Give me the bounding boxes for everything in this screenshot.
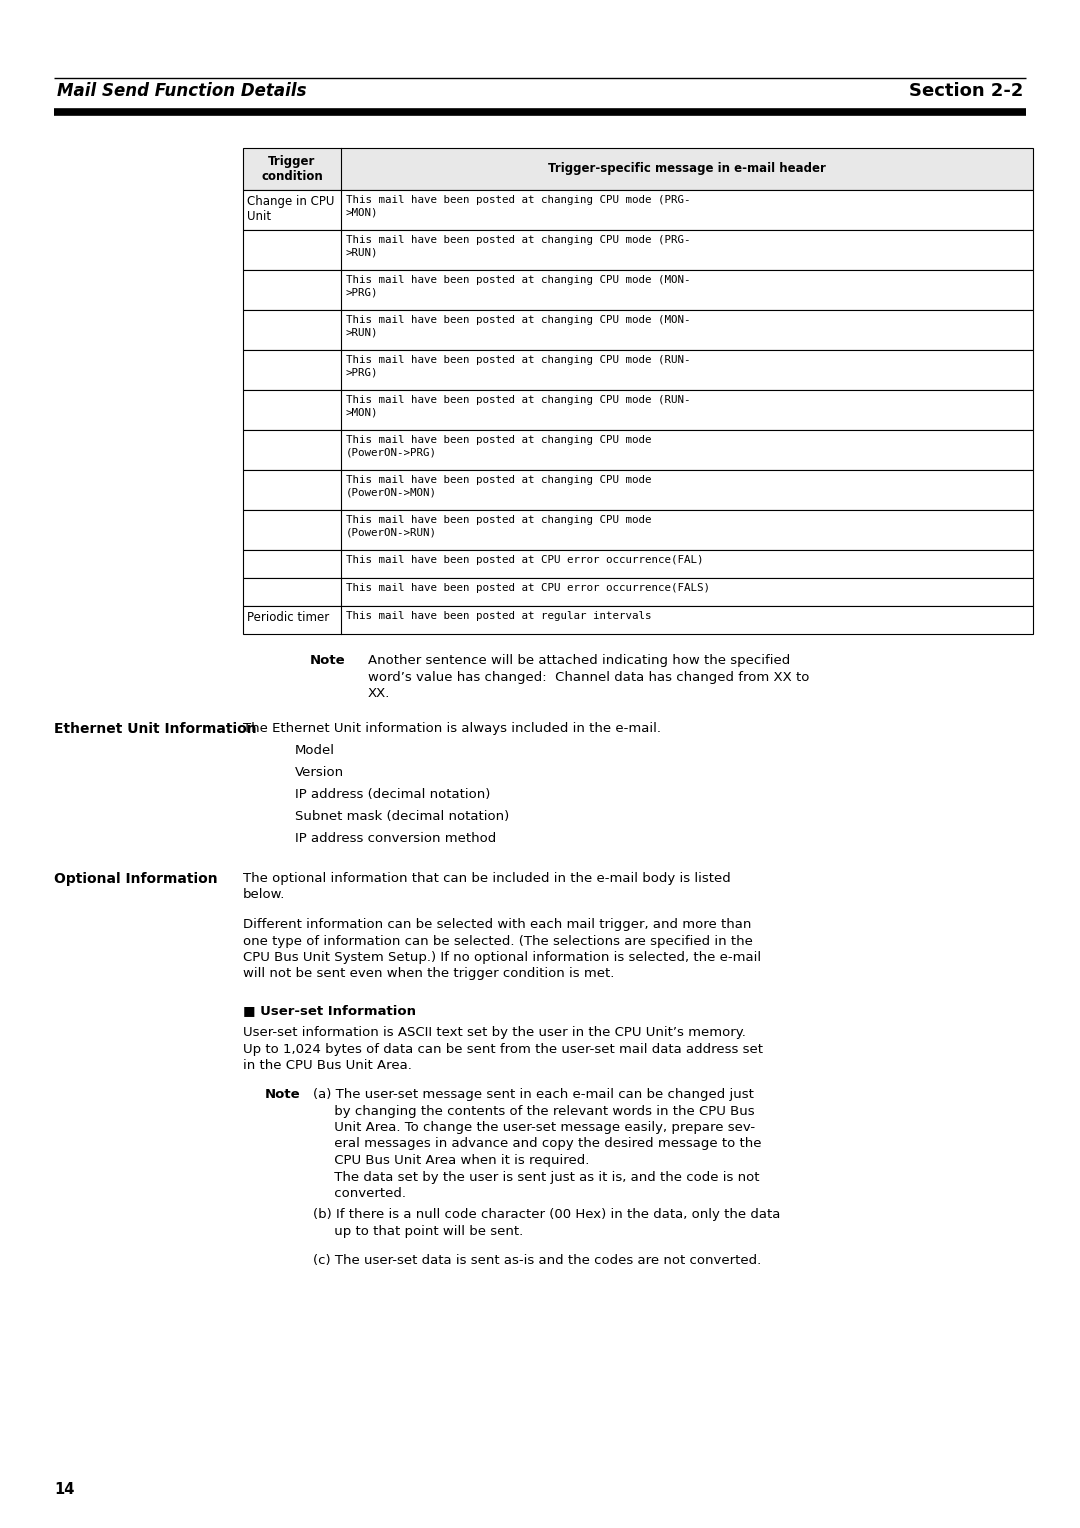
Text: Note: Note (265, 1088, 300, 1102)
Text: Model: Model (295, 744, 335, 756)
Text: Section 2-2: Section 2-2 (908, 83, 1023, 99)
Text: Trigger
condition: Trigger condition (261, 154, 323, 183)
Bar (243, 350, 1032, 390)
Bar (243, 471, 1032, 510)
Bar (243, 607, 1032, 634)
Text: This mail have been posted at changing CPU mode
(PowerON->PRG): This mail have been posted at changing C… (346, 435, 651, 457)
Text: This mail have been posted at changing CPU mode (RUN-
>MON): This mail have been posted at changing C… (346, 396, 690, 417)
Text: Another sentence will be attached indicating how the specified
word’s value has : Another sentence will be attached indica… (368, 654, 809, 700)
Text: This mail have been posted at changing CPU mode (MON-
>PRG): This mail have been posted at changing C… (346, 275, 690, 298)
Text: This mail have been posted at changing CPU mode (PRG-
>MON): This mail have been posted at changing C… (346, 196, 690, 217)
Text: Subnet mask (decimal notation): Subnet mask (decimal notation) (295, 810, 510, 824)
Text: This mail have been posted at changing CPU mode (PRG-
>RUN): This mail have been posted at changing C… (346, 235, 690, 257)
Text: This mail have been posted at regular intervals: This mail have been posted at regular in… (346, 611, 651, 620)
Text: Different information can be selected with each mail trigger, and more than
one : Different information can be selected wi… (243, 918, 761, 981)
Text: ■ User-set Information: ■ User-set Information (243, 1004, 416, 1018)
Text: The optional information that can be included in the e-mail body is listed
below: The optional information that can be inc… (243, 872, 731, 902)
Text: This mail have been posted at CPU error occurrence(FAL): This mail have been posted at CPU error … (346, 555, 703, 565)
Bar (243, 429, 1032, 471)
Text: (c) The user-set data is sent as-is and the codes are not converted.: (c) The user-set data is sent as-is and … (313, 1254, 761, 1267)
Bar (243, 390, 1032, 429)
Text: This mail have been posted at CPU error occurrence(FALS): This mail have been posted at CPU error … (346, 584, 710, 593)
Bar (243, 189, 1032, 231)
Text: User-set information is ASCII text set by the user in the CPU Unit’s memory.
Up : User-set information is ASCII text set b… (243, 1025, 762, 1073)
Text: The Ethernet Unit information is always included in the e-mail.: The Ethernet Unit information is always … (243, 723, 661, 735)
Text: Change in CPU
Unit: Change in CPU Unit (247, 196, 335, 223)
Bar (243, 550, 1032, 578)
Text: This mail have been posted at changing CPU mode (RUN-
>PRG): This mail have been posted at changing C… (346, 354, 690, 377)
Text: Mail Send Function Details: Mail Send Function Details (57, 83, 307, 99)
Text: IP address conversion method: IP address conversion method (295, 833, 496, 845)
Text: Ethernet Unit Information: Ethernet Unit Information (54, 723, 257, 736)
Text: Version: Version (295, 766, 345, 779)
Text: IP address (decimal notation): IP address (decimal notation) (295, 788, 490, 801)
Text: This mail have been posted at changing CPU mode
(PowerON->MON): This mail have been posted at changing C… (346, 475, 651, 498)
Text: Periodic timer: Periodic timer (247, 611, 329, 623)
Text: (b) If there is a null code character (00 Hex) in the data, only the data
     u: (b) If there is a null code character (0… (313, 1209, 781, 1238)
Bar (243, 148, 1032, 189)
Text: Note: Note (310, 654, 346, 668)
Bar (243, 510, 1032, 550)
Bar (243, 231, 1032, 270)
Text: This mail have been posted at changing CPU mode (MON-
>RUN): This mail have been posted at changing C… (346, 315, 690, 338)
Text: 14: 14 (54, 1482, 75, 1497)
Text: This mail have been posted at changing CPU mode
(PowerON->RUN): This mail have been posted at changing C… (346, 515, 651, 538)
Text: Optional Information: Optional Information (54, 872, 218, 886)
Bar (243, 310, 1032, 350)
Text: Trigger-specific message in e-mail header: Trigger-specific message in e-mail heade… (548, 162, 826, 176)
Bar (243, 578, 1032, 607)
Text: (a) The user-set message sent in each e-mail can be changed just
     by changin: (a) The user-set message sent in each e-… (313, 1088, 761, 1199)
Bar (243, 270, 1032, 310)
